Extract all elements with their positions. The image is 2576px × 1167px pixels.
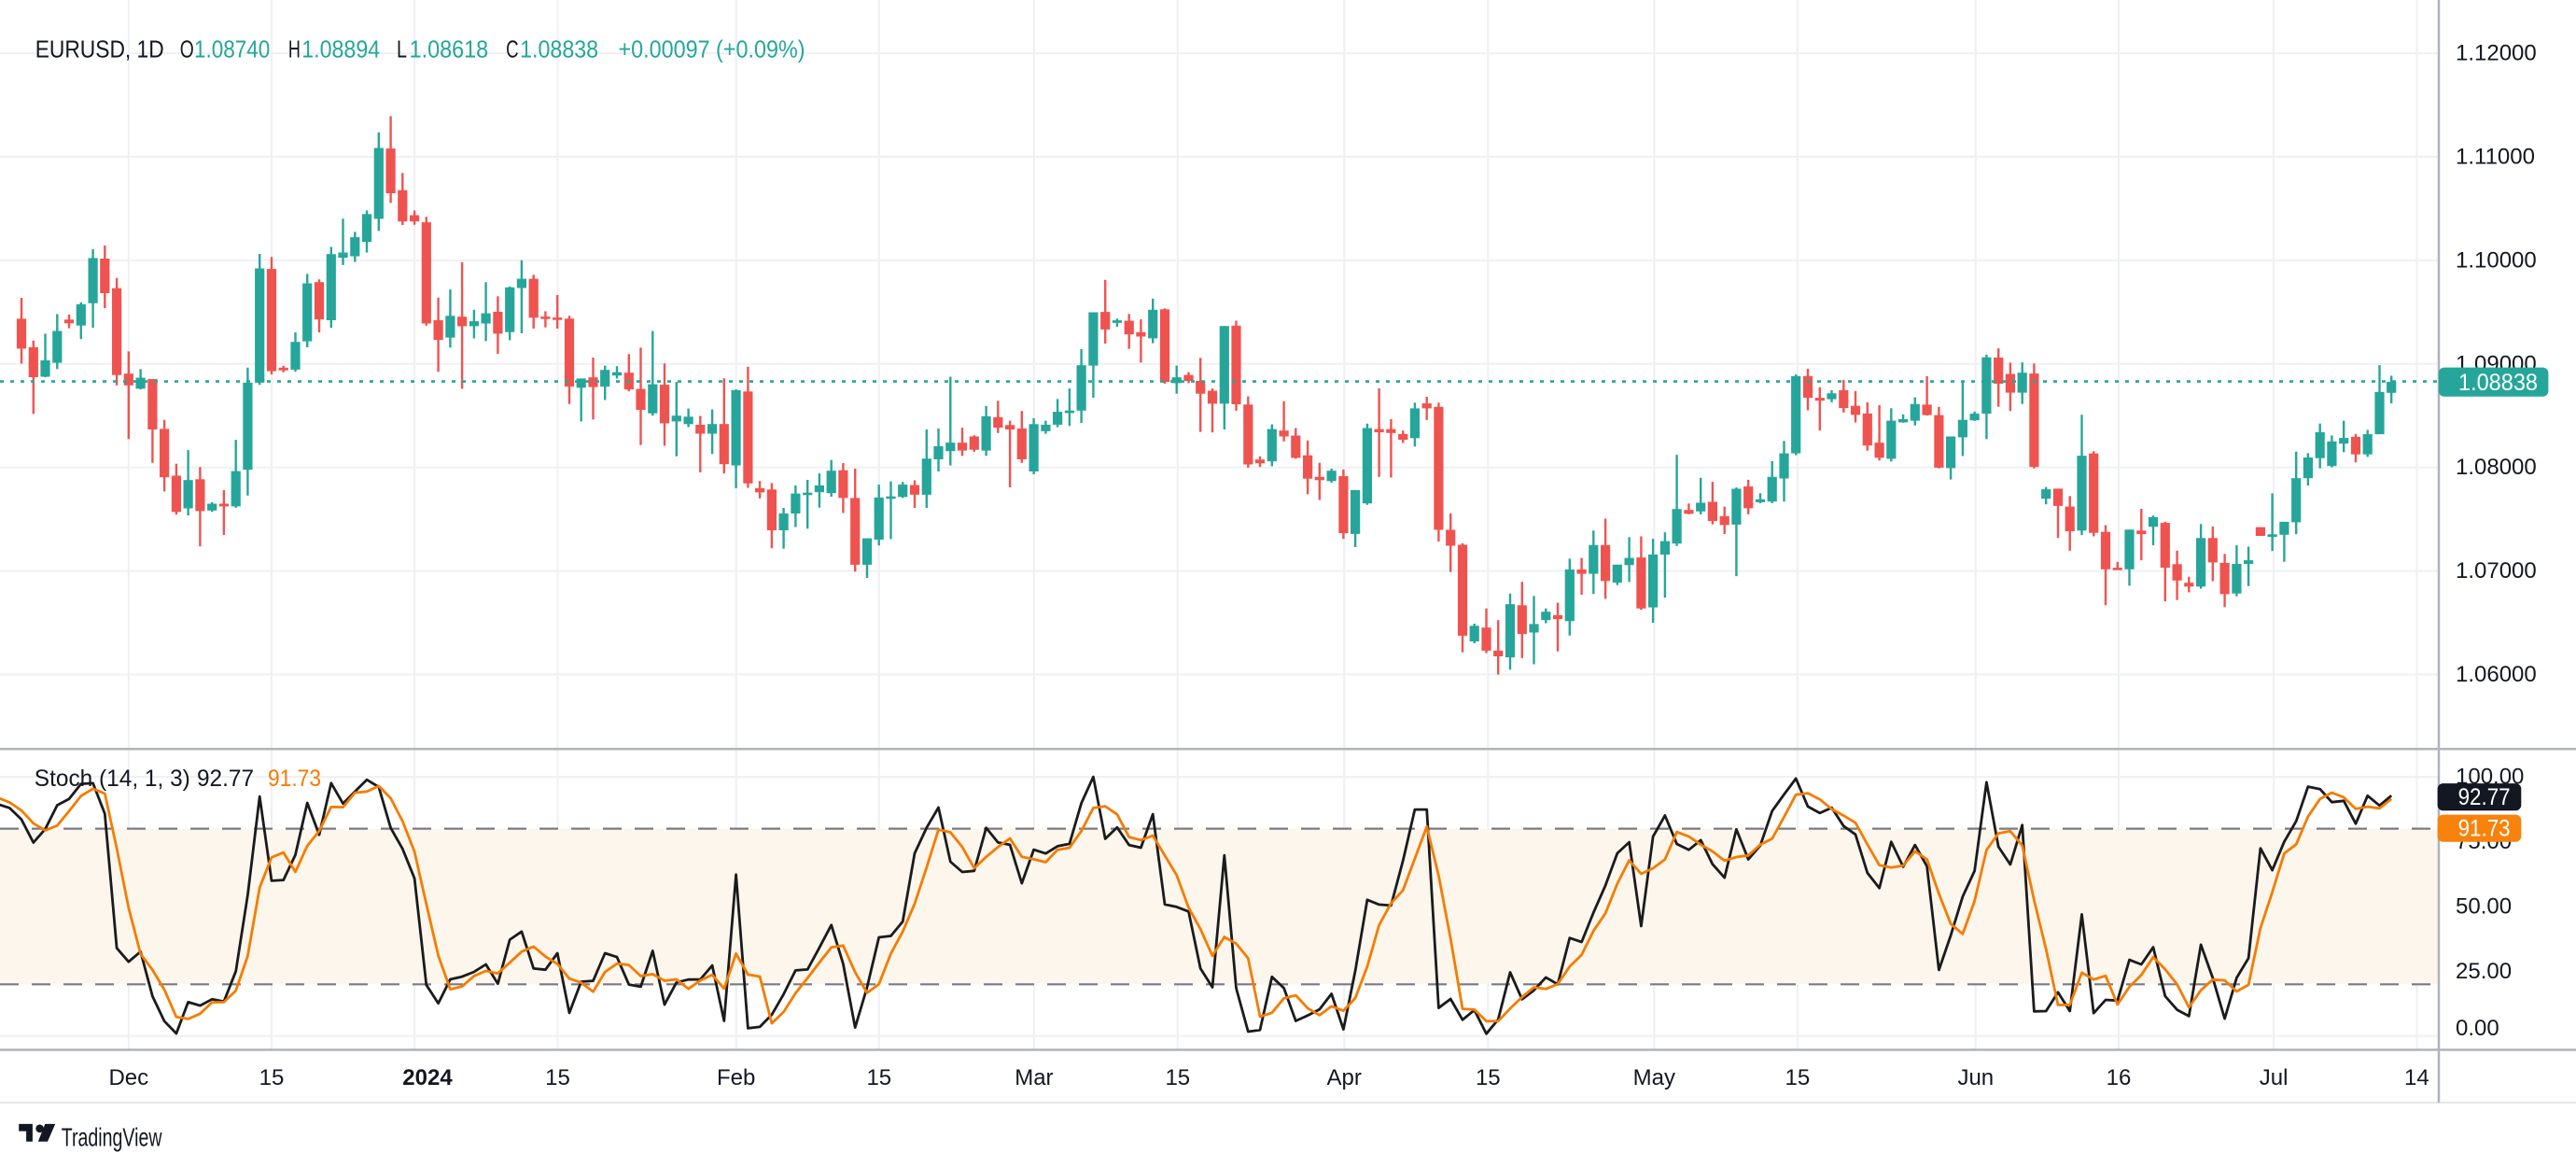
svg-text:15: 15: [1476, 1065, 1501, 1090]
svg-text:1.12000: 1.12000: [2456, 41, 2537, 66]
svg-text:O: O: [180, 35, 194, 63]
svg-text:1.08894: 1.08894: [301, 35, 380, 63]
svg-text:2024: 2024: [402, 1065, 453, 1090]
svg-text:C: C: [506, 35, 519, 63]
svg-text:Feb: Feb: [717, 1065, 755, 1090]
svg-text:15: 15: [1785, 1065, 1811, 1090]
svg-text:15: 15: [866, 1065, 891, 1090]
svg-text:1.08740: 1.08740: [194, 35, 270, 63]
svg-text:25.00: 25.00: [2456, 959, 2512, 984]
svg-text:0.00: 0.00: [2456, 1016, 2499, 1041]
svg-text:Jun: Jun: [1957, 1065, 1994, 1090]
svg-text:15: 15: [259, 1065, 285, 1090]
svg-text:+0.00097 (+0.09%): +0.00097 (+0.09%): [619, 35, 805, 63]
svg-text:15: 15: [1165, 1065, 1190, 1090]
svg-text:Mar: Mar: [1015, 1065, 1053, 1090]
svg-text:92.77: 92.77: [2458, 784, 2511, 810]
svg-text:H: H: [288, 35, 301, 63]
svg-text:15: 15: [545, 1065, 570, 1090]
svg-text:Jul: Jul: [2260, 1065, 2289, 1090]
svg-text:Stoch (14, 1, 3): Stoch (14, 1, 3): [35, 766, 190, 792]
svg-text:14: 14: [2404, 1065, 2429, 1090]
svg-text:TradingView: TradingView: [62, 1123, 162, 1152]
svg-text:1.08000: 1.08000: [2456, 455, 2537, 480]
svg-text:16: 16: [2107, 1065, 2132, 1090]
svg-text:1.10000: 1.10000: [2456, 247, 2537, 273]
svg-text:May: May: [1633, 1065, 1675, 1090]
svg-text:L: L: [397, 35, 407, 63]
svg-text:91.73: 91.73: [268, 766, 321, 792]
svg-text:50.00: 50.00: [2456, 893, 2512, 919]
svg-text:EURUSD, 1D: EURUSD, 1D: [35, 35, 164, 63]
svg-text:Apr: Apr: [1327, 1065, 1362, 1090]
svg-text:91.73: 91.73: [2458, 816, 2511, 842]
svg-text:1.08618: 1.08618: [410, 35, 489, 63]
svg-text:1.07000: 1.07000: [2456, 558, 2537, 584]
svg-text:1.11000: 1.11000: [2456, 145, 2535, 170]
svg-text:1.08838: 1.08838: [520, 35, 598, 63]
svg-text:1.06000: 1.06000: [2456, 662, 2537, 687]
svg-text:1.08838: 1.08838: [2458, 370, 2538, 396]
svg-text:Dec: Dec: [108, 1065, 148, 1090]
svg-text:92.77: 92.77: [197, 766, 254, 792]
